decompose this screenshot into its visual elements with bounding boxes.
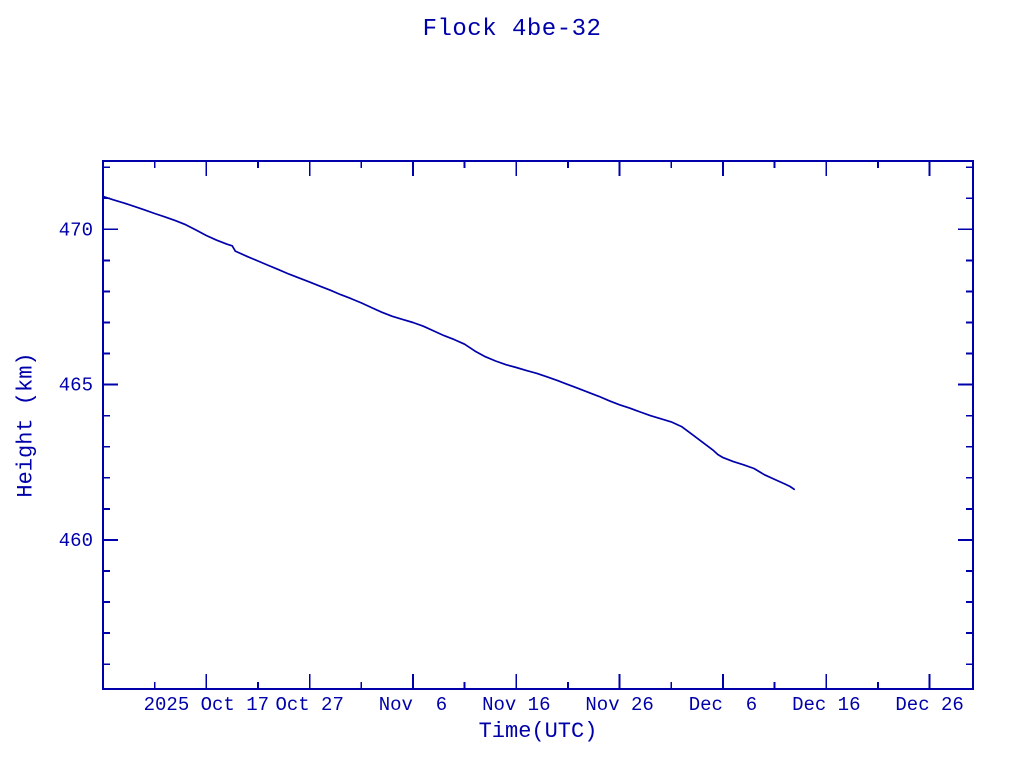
x-tick-label: Nov 6 [379,694,447,716]
plot-frame [102,160,974,690]
x-tick-label: Oct 27 [275,694,343,716]
x-tick-label: Dec 16 [792,694,860,716]
x-tick-label: Dec 6 [689,694,757,716]
y-axis-title: Height (km) [13,352,39,498]
x-tick-label: 2025 Oct 17 [144,694,269,716]
x-tick-label: Dec 26 [895,694,963,716]
data-line [102,195,796,491]
y-tick-label: 460 [59,530,93,552]
y-tick-label: 470 [59,219,93,241]
x-tick-label: Nov 26 [585,694,653,716]
y-tick-label: 465 [59,375,93,397]
x-tick-label: Nov 16 [482,694,550,716]
chart-title: Flock 4be-32 [422,16,602,43]
x-axis-title: Time(UTC) [478,719,598,744]
